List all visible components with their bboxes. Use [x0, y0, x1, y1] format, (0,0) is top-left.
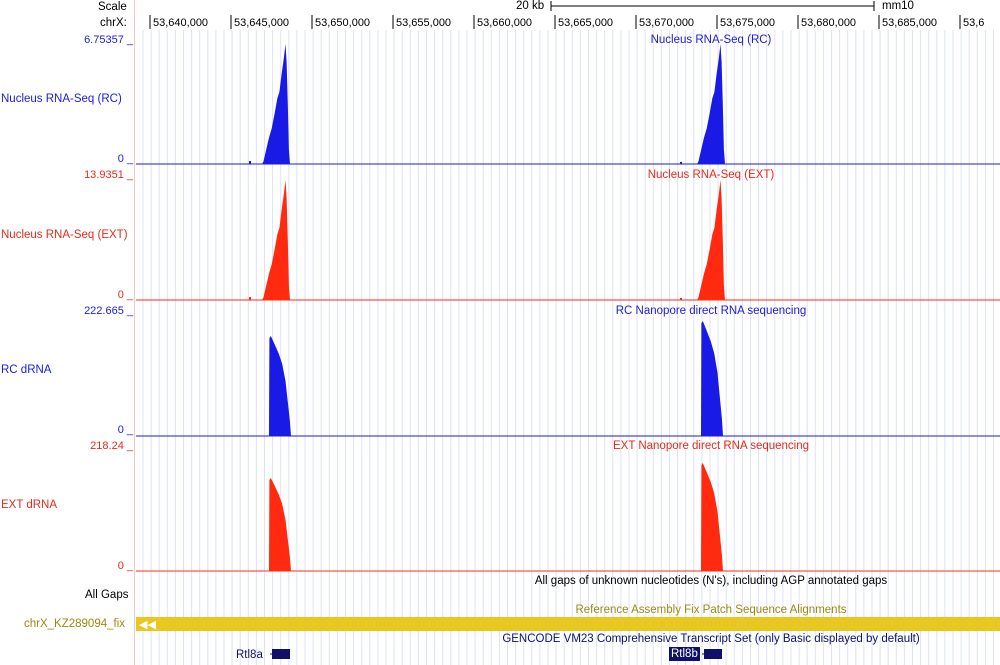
coverage-blip: [680, 162, 682, 164]
track-label-column: [0, 0, 135, 665]
coverage-blip: [249, 297, 251, 300]
chrom-label: chrX:: [100, 17, 127, 29]
coverage-blip: [249, 161, 251, 164]
gene-exon-rtl8b: [704, 649, 722, 659]
track-min-nucleus-ext: 0 _: [117, 289, 133, 301]
ruler-tick-label: 53,670,000: [639, 17, 695, 29]
track-min-rc-drna: 0 _: [117, 424, 133, 436]
coverage-peak-rtl8a: [269, 336, 291, 436]
coverage-peak-rtl8b: [701, 463, 723, 571]
gene-label-rtl8b[interactable]: Rtl8b: [669, 647, 700, 661]
coverage-peak-rtl8b: [697, 44, 725, 164]
track-label-ext-drna[interactable]: EXT dRNA: [1, 499, 58, 511]
ruler-tick-label: 53,640,000: [153, 17, 209, 29]
track-title-nucleus-rc: Nucleus RNA-Seq (RC): [650, 34, 772, 46]
track-label-nucleus-ext[interactable]: Nucleus RNA-Seq (EXT): [1, 229, 128, 241]
track-min-nucleus-rc: 0 _: [117, 153, 133, 165]
track-label-gaps[interactable]: All Gaps: [85, 589, 129, 601]
ruler-tick-label: 53,655,000: [396, 17, 452, 29]
ruler-tick-label: 53,675,000: [720, 17, 776, 29]
ruler-tick-label: 53,660,000: [477, 17, 533, 29]
track-title-rc-drna: RC Nanopore direct RNA sequencing: [615, 305, 807, 317]
track-max-rc-drna: 222.665 _: [84, 305, 133, 317]
fix-patch-arrows: ◀◀: [139, 618, 156, 631]
ruler-tick-label: 53,6: [963, 17, 985, 29]
coverage-blip: [680, 298, 682, 300]
coverage-peak-rtl8a: [262, 44, 290, 164]
track-label-rc-drna[interactable]: RC dRNA: [1, 364, 52, 376]
coverage-peak-rtl8a: [269, 478, 291, 571]
fix-patch-bar: [136, 617, 1000, 631]
coverage-peak-rtl8a: [262, 180, 290, 300]
coverage-peak-rtl8b: [701, 321, 723, 436]
coverage-peak-rtl8b: [697, 180, 725, 300]
track-title-ext-drna: EXT Nanopore direct RNA sequencing: [612, 440, 810, 452]
gene-label-rtl8a[interactable]: Rtl8a: [236, 649, 263, 661]
track-min-ext-drna: 0 _: [117, 560, 133, 572]
track-title-gaps: All gaps of unknown nucleotides (N's), i…: [534, 575, 888, 587]
ruler-tick-label: 53,685,000: [882, 17, 938, 29]
assembly-label: mm10: [882, 0, 914, 12]
ruler-tick-label: 53,665,000: [558, 17, 614, 29]
scalebar-label: 20 kb: [516, 0, 545, 12]
ruler-tick-label: 53,645,000: [234, 17, 290, 29]
gene-exon-rtl8a: [272, 649, 290, 659]
track-max-nucleus-rc: 6.75357 _: [84, 34, 133, 46]
ruler-tick-label: 53,650,000: [315, 17, 371, 29]
track-title-nucleus-ext: Nucleus RNA-Seq (EXT): [647, 169, 775, 181]
track-title-gencode: GENCODE VM23 Comprehensive Transcript Se…: [502, 633, 920, 645]
scale-label: Scale: [98, 1, 127, 13]
track-label-fix-patch[interactable]: chrX_KZ289094_fix: [24, 618, 126, 630]
track-title-fix-patch: Reference Assembly Fix Patch Sequence Al…: [575, 604, 847, 616]
track-label-nucleus-rc[interactable]: Nucleus RNA-Seq (RC): [1, 93, 122, 105]
track-max-ext-drna: 218.24 _: [90, 440, 133, 452]
track-max-nucleus-ext: 13.9351 _: [84, 169, 133, 181]
ruler-tick-label: 53,680,000: [801, 17, 857, 29]
